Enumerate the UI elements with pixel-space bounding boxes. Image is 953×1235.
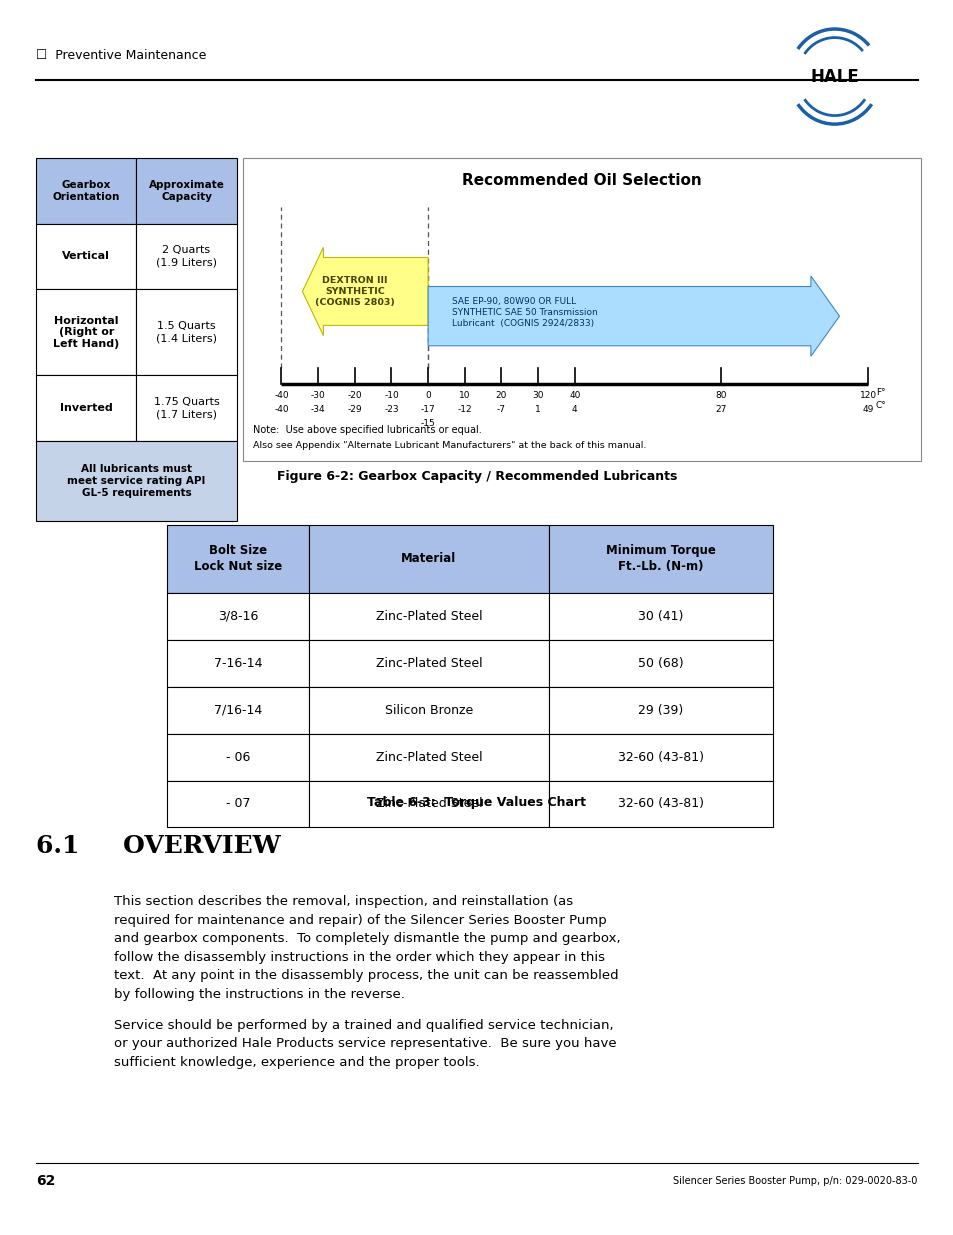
Text: Zinc-Plated Steel: Zinc-Plated Steel — [375, 610, 482, 622]
FancyBboxPatch shape — [167, 734, 309, 781]
Text: -12: -12 — [457, 405, 472, 414]
Text: F°: F° — [875, 388, 884, 396]
Text: Table 6-3:  Torque Values Chart: Table 6-3: Torque Values Chart — [367, 797, 586, 809]
FancyBboxPatch shape — [136, 158, 236, 224]
FancyBboxPatch shape — [309, 734, 548, 781]
FancyBboxPatch shape — [36, 375, 136, 441]
Text: -40: -40 — [274, 405, 289, 414]
FancyArrow shape — [302, 247, 428, 336]
Text: Horizontal
(Right or
Left Hand): Horizontal (Right or Left Hand) — [53, 316, 119, 348]
Text: - 07: - 07 — [226, 798, 250, 810]
Text: 0: 0 — [425, 391, 431, 400]
Text: -15: -15 — [420, 419, 435, 427]
Text: 49: 49 — [862, 405, 873, 414]
Text: 32-60 (43-81): 32-60 (43-81) — [617, 798, 703, 810]
FancyArrow shape — [428, 275, 839, 356]
Text: Recommended Oil Selection: Recommended Oil Selection — [461, 173, 701, 188]
Text: Approximate
Capacity: Approximate Capacity — [149, 179, 224, 203]
FancyBboxPatch shape — [36, 158, 136, 224]
FancyBboxPatch shape — [136, 375, 236, 441]
Text: Figure 6-2: Gearbox Capacity / Recommended Lubricants: Figure 6-2: Gearbox Capacity / Recommend… — [276, 471, 677, 483]
Text: 29 (39): 29 (39) — [638, 704, 682, 716]
Text: Zinc-Plated Steel: Zinc-Plated Steel — [375, 751, 482, 763]
FancyBboxPatch shape — [243, 158, 920, 461]
Text: Service should be performed by a trained and qualified service technician,
or yo: Service should be performed by a trained… — [114, 1019, 617, 1068]
FancyBboxPatch shape — [548, 734, 772, 781]
Text: All lubricants must
meet service rating API
GL-5 requirements: All lubricants must meet service rating … — [67, 463, 206, 499]
Text: 10: 10 — [458, 391, 470, 400]
Text: 4: 4 — [572, 405, 577, 414]
Text: Bolt Size
Lock Nut size: Bolt Size Lock Nut size — [193, 545, 282, 573]
Text: ☐  Preventive Maintenance: ☐ Preventive Maintenance — [36, 49, 207, 62]
Text: 62: 62 — [36, 1173, 55, 1188]
Text: Vertical: Vertical — [62, 251, 111, 262]
Text: 20: 20 — [496, 391, 507, 400]
Text: 1.75 Quarts
(1.7 Liters): 1.75 Quarts (1.7 Liters) — [153, 396, 219, 420]
Text: DEXTRON III
SYNTHETIC
(COGNIS 2803): DEXTRON III SYNTHETIC (COGNIS 2803) — [314, 275, 395, 308]
FancyBboxPatch shape — [309, 687, 548, 734]
FancyBboxPatch shape — [309, 525, 548, 593]
Text: HALE: HALE — [809, 68, 859, 85]
Text: 120: 120 — [859, 391, 876, 400]
Text: -34: -34 — [311, 405, 325, 414]
FancyBboxPatch shape — [548, 640, 772, 687]
FancyBboxPatch shape — [167, 781, 309, 827]
Text: Gearbox
Orientation: Gearbox Orientation — [52, 179, 120, 203]
Text: 1.5 Quarts
(1.4 Liters): 1.5 Quarts (1.4 Liters) — [156, 321, 216, 343]
FancyBboxPatch shape — [309, 640, 548, 687]
Text: 30: 30 — [532, 391, 543, 400]
FancyBboxPatch shape — [136, 289, 236, 375]
FancyBboxPatch shape — [548, 525, 772, 593]
Text: 7-16-14: 7-16-14 — [213, 657, 262, 669]
Text: 3/8-16: 3/8-16 — [217, 610, 258, 622]
Text: Silicon Bronze: Silicon Bronze — [384, 704, 473, 716]
Text: 27: 27 — [715, 405, 726, 414]
Text: -30: -30 — [311, 391, 325, 400]
Text: C°: C° — [875, 401, 885, 410]
Text: Zinc-Plated Steel: Zinc-Plated Steel — [375, 657, 482, 669]
Text: 40: 40 — [569, 391, 579, 400]
Text: Inverted: Inverted — [60, 403, 112, 414]
Text: This section describes the removal, inspection, and reinstallation (as
required : This section describes the removal, insp… — [114, 895, 620, 1000]
FancyBboxPatch shape — [548, 781, 772, 827]
FancyBboxPatch shape — [309, 781, 548, 827]
Text: 7/16-14: 7/16-14 — [213, 704, 262, 716]
Text: -29: -29 — [347, 405, 362, 414]
Text: 80: 80 — [715, 391, 726, 400]
Text: -40: -40 — [274, 391, 289, 400]
Text: 32-60 (43-81): 32-60 (43-81) — [617, 751, 703, 763]
Text: Minimum Torque
Ft.-Lb. (N-m): Minimum Torque Ft.-Lb. (N-m) — [605, 545, 715, 573]
FancyBboxPatch shape — [167, 640, 309, 687]
Text: -23: -23 — [384, 405, 398, 414]
Text: -10: -10 — [384, 391, 398, 400]
FancyBboxPatch shape — [36, 224, 136, 289]
Text: 6.1     OVERVIEW: 6.1 OVERVIEW — [36, 834, 281, 858]
Text: -17: -17 — [420, 405, 435, 414]
Text: Silencer Series Booster Pump, p/n: 029-0020-83-0: Silencer Series Booster Pump, p/n: 029-0… — [673, 1176, 917, 1186]
Text: SAE EP-90, 80W90 OR FULL
SYNTHETIC SAE 50 Transmission
Lubricant  (COGNIS 2924/2: SAE EP-90, 80W90 OR FULL SYNTHETIC SAE 5… — [452, 296, 598, 329]
Text: 50 (68): 50 (68) — [638, 657, 682, 669]
FancyBboxPatch shape — [36, 289, 136, 375]
Text: -7: -7 — [497, 405, 505, 414]
Text: Also see Appendix "Alternate Lubricant Manufacturers" at the back of this manual: Also see Appendix "Alternate Lubricant M… — [253, 441, 645, 451]
Text: Zinc-Plated Steel: Zinc-Plated Steel — [375, 798, 482, 810]
FancyBboxPatch shape — [548, 687, 772, 734]
Text: Material: Material — [401, 552, 456, 566]
Text: 2 Quarts
(1.9 Liters): 2 Quarts (1.9 Liters) — [156, 245, 216, 268]
Text: -20: -20 — [347, 391, 362, 400]
Text: Note:  Use above specified lubricants or equal.: Note: Use above specified lubricants or … — [253, 425, 481, 435]
FancyBboxPatch shape — [167, 687, 309, 734]
Text: - 06: - 06 — [226, 751, 250, 763]
FancyBboxPatch shape — [309, 593, 548, 640]
FancyBboxPatch shape — [36, 441, 236, 521]
FancyBboxPatch shape — [136, 224, 236, 289]
FancyBboxPatch shape — [167, 525, 309, 593]
FancyBboxPatch shape — [548, 593, 772, 640]
Text: 30 (41): 30 (41) — [638, 610, 682, 622]
FancyBboxPatch shape — [167, 593, 309, 640]
Text: 1: 1 — [535, 405, 540, 414]
